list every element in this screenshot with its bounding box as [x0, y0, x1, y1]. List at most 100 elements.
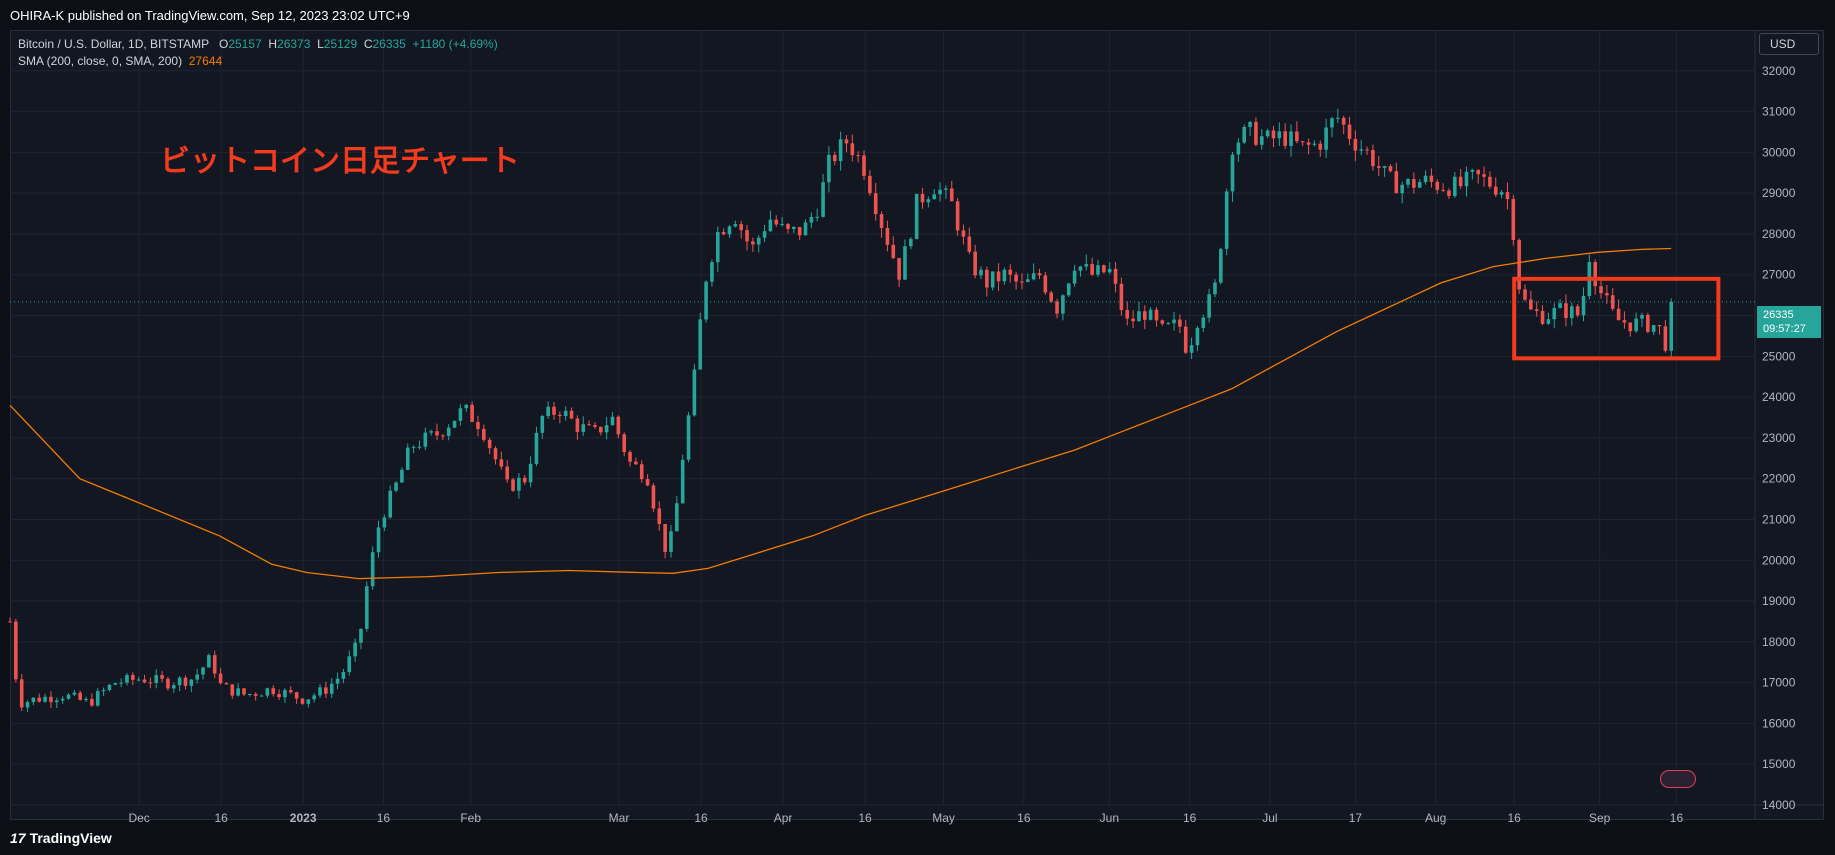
candle-body	[131, 675, 135, 680]
candle-body	[610, 416, 615, 426]
candle-body	[1026, 279, 1030, 282]
candle-body	[1388, 166, 1393, 172]
price-axis-label: 29000	[1762, 186, 1796, 200]
candle-body	[645, 479, 650, 486]
candle-body	[879, 214, 884, 228]
candle-body	[19, 679, 24, 708]
candle-body	[1084, 264, 1089, 267]
candle-body	[242, 688, 246, 695]
candle-body	[780, 224, 784, 226]
candle-body	[540, 415, 545, 433]
candle-body	[891, 244, 896, 259]
candle-body	[756, 237, 761, 245]
us-flag-events-icon[interactable]	[1660, 770, 1696, 788]
candle-body	[1295, 131, 1299, 142]
tradingview-logo-text: TradingView	[29, 830, 112, 846]
candle-body	[692, 369, 697, 416]
price-axis-label: 22000	[1762, 472, 1796, 486]
candle-body	[1441, 189, 1445, 191]
candle-body	[37, 697, 42, 702]
legend-change: +1180 (+4.69%)	[412, 37, 498, 51]
candle-body	[1511, 199, 1516, 240]
candle-body	[792, 226, 796, 229]
candle-body	[739, 224, 743, 231]
candle-body	[534, 432, 539, 464]
candle-body	[563, 410, 568, 417]
candle-body	[1347, 124, 1352, 139]
candle-body	[1464, 171, 1469, 187]
candle-body	[686, 415, 691, 460]
candle-body	[1488, 176, 1492, 187]
candle-body	[926, 199, 931, 203]
candle-body	[388, 490, 393, 518]
candle-body	[862, 155, 866, 176]
candle-body	[663, 524, 667, 552]
candle-body	[72, 692, 77, 695]
last-price-label: 26335 09:57:27	[1757, 306, 1821, 338]
annotation-box	[1512, 276, 1721, 361]
candle-body	[1447, 190, 1451, 197]
candle-body	[382, 517, 387, 528]
candle-body	[294, 692, 299, 699]
candle-body	[546, 406, 550, 416]
candle-body	[347, 656, 352, 673]
candle-body	[616, 416, 621, 435]
legend-main-row: Bitcoin / U.S. Dollar, 1D, BITSTAMP O251…	[18, 36, 498, 53]
legend-low-value: 25129	[323, 37, 358, 51]
currency-selector[interactable]: USD	[1759, 33, 1819, 55]
candle-body	[1423, 175, 1428, 183]
candle-body	[142, 679, 147, 683]
candle-body	[552, 406, 556, 415]
candle-body	[1125, 310, 1130, 319]
candle-body	[634, 461, 638, 465]
tradingview-logo[interactable]: 17 TradingView	[10, 830, 112, 846]
published-header: OHIRA-K published on TradingView.com, Se…	[10, 8, 410, 23]
candle-body	[1289, 131, 1293, 146]
candle-body	[1564, 303, 1568, 319]
candle-body	[832, 154, 837, 162]
price-axis-label: 25000	[1762, 349, 1796, 363]
candle-body	[370, 552, 375, 587]
candle-body	[856, 155, 860, 157]
candle-body	[1412, 179, 1416, 188]
candle-body	[1540, 310, 1545, 324]
candle-body	[973, 251, 977, 276]
candle-body	[201, 667, 205, 675]
candle-body	[1529, 299, 1533, 310]
candle-body	[1201, 317, 1206, 328]
candle-body	[1183, 326, 1188, 353]
candle-body	[259, 695, 264, 697]
candle-body	[248, 694, 252, 696]
candle-body	[1031, 273, 1036, 280]
candle-body	[803, 222, 808, 236]
candle-body	[1365, 149, 1369, 151]
chart-frame[interactable]	[10, 30, 1824, 820]
candle-body	[1581, 295, 1586, 316]
candle-body	[1646, 314, 1650, 332]
candle-body	[517, 477, 521, 491]
candle-body	[90, 698, 94, 706]
candle-body	[148, 682, 153, 684]
candle-body	[990, 271, 995, 288]
candle-body	[195, 674, 199, 680]
candle-body	[470, 404, 474, 422]
price-axis-label: 31000	[1762, 105, 1796, 119]
candle-body	[183, 677, 188, 686]
price-axis-label: 24000	[1762, 390, 1796, 404]
candle-body	[482, 429, 486, 440]
candle-body	[341, 672, 346, 679]
candle-body	[868, 175, 872, 194]
candle-body	[1669, 301, 1674, 351]
candle-body	[1049, 292, 1053, 302]
time-axis-label: 16	[858, 811, 872, 825]
chart-legend: Bitcoin / U.S. Dollar, 1D, BITSTAMP O251…	[18, 36, 498, 70]
candle-body	[1593, 262, 1597, 287]
candle-body	[1534, 309, 1539, 311]
candle-body	[733, 224, 738, 227]
candle-body	[873, 193, 878, 215]
time-axis-label: 2023	[290, 811, 317, 825]
legend-high-label: H	[268, 37, 278, 51]
candle-body	[1020, 281, 1024, 283]
candle-body	[49, 696, 53, 703]
